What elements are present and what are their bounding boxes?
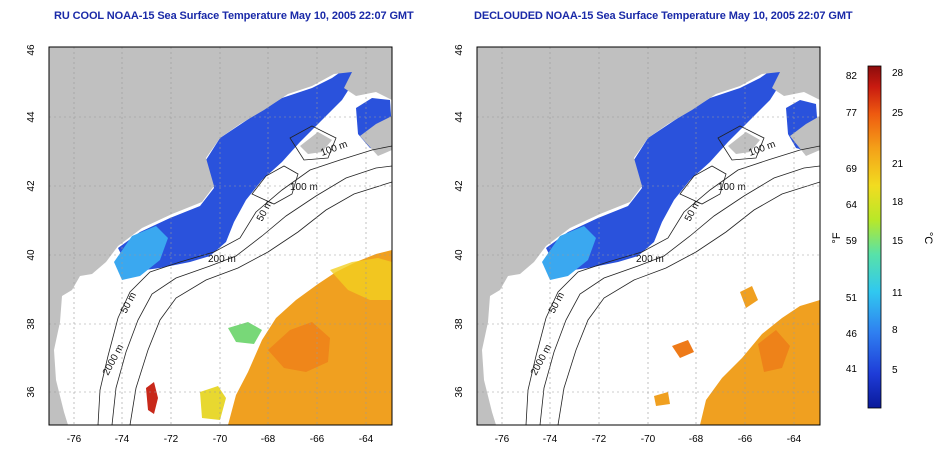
colorbar-celsius-tick: 21 — [892, 159, 904, 170]
colorbar-celsius-ticks: 28 25 21 18 15 11 8 5 — [892, 68, 904, 376]
colorbar-fahrenheit-tick: 41 — [846, 364, 858, 375]
right-map-frame — [476, 46, 821, 426]
colorbar-celsius-tick: 25 — [892, 108, 904, 119]
colorbar: 82 77 69 64 59 51 46 41 28 25 21 18 15 1… — [831, 65, 934, 409]
left-cool-water — [114, 226, 168, 280]
left-y-tick-label: 46 — [26, 44, 37, 56]
left-map-title: RU COOL NOAA-15 Sea Surface Temperature … — [54, 10, 414, 22]
right-depth-label-200: 200 m — [636, 254, 664, 265]
left-green-patch — [228, 322, 262, 344]
left-y-tick-label: 44 — [26, 111, 37, 123]
left-x-tick-label: -74 — [115, 434, 130, 445]
right-cold-water — [546, 64, 784, 272]
left-warm-water-orange — [268, 322, 330, 372]
left-map-frame — [48, 46, 393, 426]
left-cold-water — [118, 64, 356, 272]
right-land-novascotia — [790, 116, 820, 156]
right-y-tick-label: 38 — [454, 318, 465, 330]
right-grid — [477, 47, 820, 425]
colorbar-celsius-tick: 11 — [892, 288, 903, 299]
left-x-axis: -76 -74 -72 -70 -68 -66 -64 — [67, 434, 374, 445]
right-depth-contours — [525, 125, 820, 425]
right-depth-label-100b: 100 m — [718, 182, 746, 193]
right-warm-water — [700, 300, 820, 425]
left-red-patch — [146, 382, 158, 414]
colorbar-fahrenheit-label: °F — [831, 232, 843, 243]
colorbar-celsius-tick: 28 — [892, 68, 904, 79]
right-y-tick-label: 44 — [454, 111, 465, 123]
left-land — [49, 47, 392, 425]
right-x-tick-label: -64 — [787, 434, 802, 445]
left-y-tick-label: 38 — [26, 318, 37, 330]
colorbar-celsius-tick: 18 — [892, 197, 904, 208]
right-y-tick-label: 42 — [454, 180, 465, 192]
left-land-novascotia — [360, 116, 392, 156]
colorbar-celsius-tick: 15 — [892, 236, 904, 247]
right-x-tick-label: -74 — [543, 434, 558, 445]
right-y-axis: 36 38 40 42 44 46 — [454, 44, 465, 398]
right-y-tick-label: 40 — [454, 249, 465, 261]
colorbar-fahrenheit-tick: 69 — [846, 164, 858, 175]
left-depth-contours — [97, 125, 392, 425]
right-y-tick-label: 36 — [454, 386, 465, 398]
left-land-capecod — [300, 132, 332, 154]
colorbar-fahrenheit-tick: 51 — [846, 293, 858, 304]
left-y-tick-label: 36 — [26, 386, 37, 398]
right-map: 100 m 100 m 50 m 200 m 50 m 2000 m -76 -… — [454, 44, 821, 445]
left-x-tick-label: -68 — [261, 434, 276, 445]
right-x-axis: -76 -74 -72 -70 -68 -66 -64 — [495, 434, 802, 445]
colorbar-fahrenheit-ticks: 82 77 69 64 59 51 46 41 — [846, 71, 858, 375]
colorbar-fahrenheit-tick: 82 — [846, 71, 858, 82]
left-depth-label-200: 200 m — [208, 254, 236, 265]
right-warm-patch-c — [654, 392, 670, 406]
left-y-tick-label: 40 — [26, 249, 37, 261]
left-x-tick-label: -76 — [67, 434, 82, 445]
left-map: 100 m 100 m 50 m 200 m 50 m 2000 m -76 -… — [26, 44, 393, 445]
left-x-tick-label: -66 — [310, 434, 325, 445]
right-x-tick-label: -76 — [495, 434, 510, 445]
left-y-axis: 36 38 40 42 44 46 — [26, 44, 37, 398]
colorbar-fahrenheit-tick: 59 — [846, 236, 858, 247]
colorbar-fahrenheit-tick: 77 — [846, 108, 858, 119]
left-x-tick-label: -70 — [213, 434, 228, 445]
right-x-tick-label: -70 — [641, 434, 656, 445]
right-warm-patch-a — [740, 286, 758, 308]
right-x-tick-label: -68 — [689, 434, 704, 445]
right-cool-water — [542, 226, 596, 280]
colorbar-celsius-label: °C — [922, 232, 934, 244]
right-y-tick-label: 46 — [454, 44, 465, 56]
right-warm-patch-b — [672, 340, 694, 358]
left-warm-water-yellow — [330, 258, 392, 300]
right-x-tick-label: -72 — [592, 434, 607, 445]
left-grid — [49, 47, 392, 425]
colorbar-celsius-tick: 5 — [892, 365, 898, 376]
right-land — [477, 47, 820, 425]
right-land-capecod — [728, 132, 760, 154]
left-x-tick-label: -72 — [164, 434, 179, 445]
right-warm-water-orange — [758, 330, 790, 372]
colorbar-gradient — [867, 65, 882, 409]
colorbar-fahrenheit-tick: 46 — [846, 329, 858, 340]
left-y-tick-label: 42 — [26, 180, 37, 192]
left-depth-label-100b: 100 m — [290, 182, 318, 193]
colorbar-fahrenheit-tick: 64 — [846, 200, 858, 211]
colorbar-celsius-tick: 8 — [892, 325, 898, 336]
left-x-tick-label: -64 — [359, 434, 374, 445]
right-x-tick-label: -66 — [738, 434, 753, 445]
left-yellow-patch — [200, 386, 226, 420]
right-map-title: DECLOUDED NOAA-15 Sea Surface Temperatur… — [474, 10, 853, 22]
